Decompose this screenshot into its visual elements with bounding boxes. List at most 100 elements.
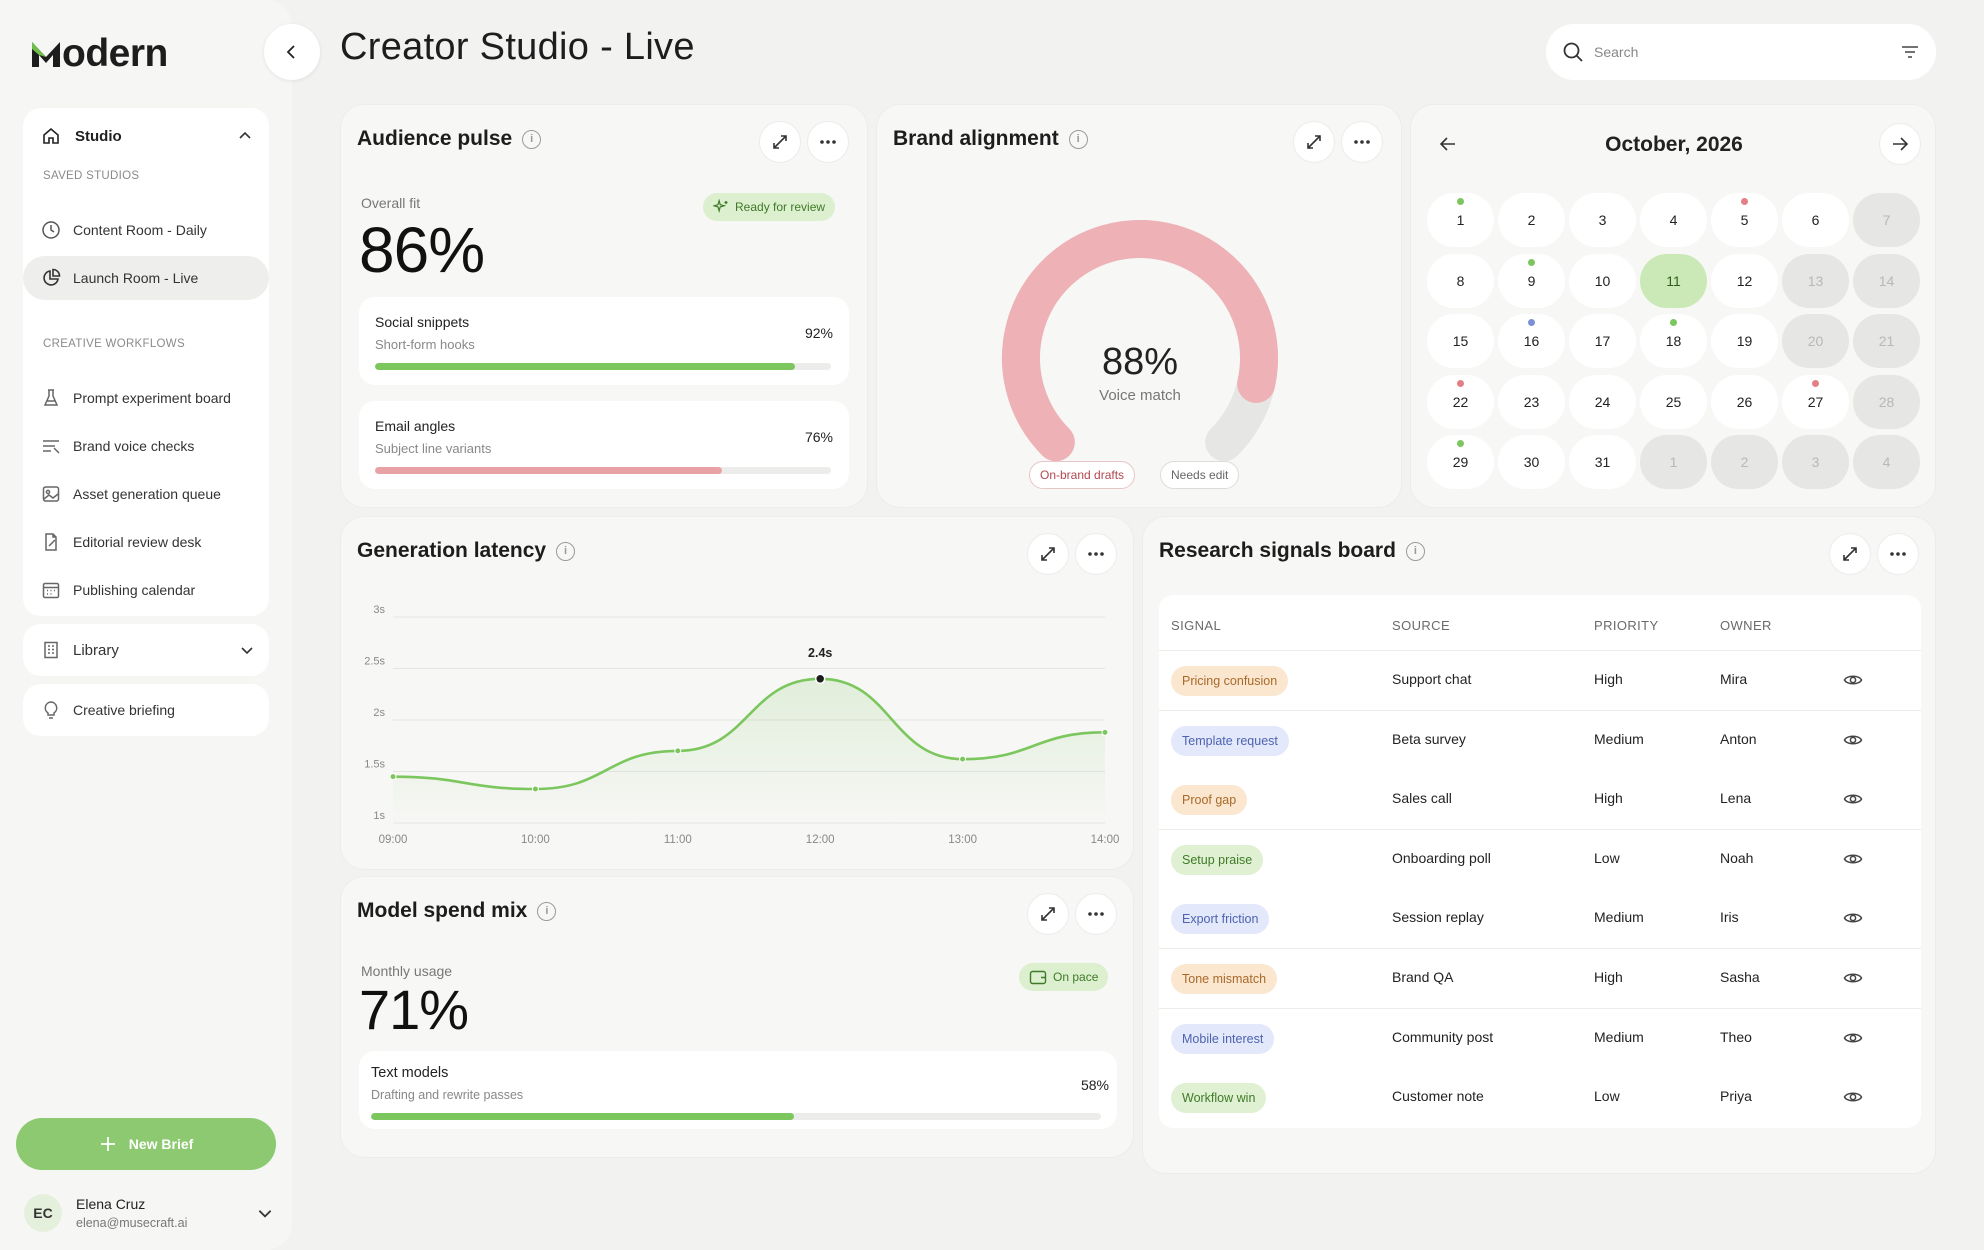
signal-tag[interactable]: Workflow win [1171, 1083, 1267, 1114]
table-row[interactable]: Template request Beta survey Medium Anton [1159, 710, 1921, 771]
calendar-day-number: 21 [1878, 333, 1895, 349]
calendar-day[interactable]: 1 [1427, 193, 1494, 247]
calendar-day[interactable]: 14 [1853, 253, 1920, 308]
sidebar-item-publishing-calendar[interactable]: Publishing calendar [23, 568, 269, 612]
signal-tag[interactable]: Setup praise [1171, 844, 1264, 875]
studio-toggle[interactable]: Studio [41, 126, 253, 146]
info-icon[interactable]: i [537, 901, 557, 921]
info-icon[interactable]: i [1068, 129, 1088, 149]
eye-icon[interactable] [1843, 790, 1863, 808]
calendar-day[interactable]: 16 [1498, 314, 1565, 368]
table-row[interactable]: Pricing confusion Support chat High Mira [1159, 651, 1921, 711]
calendar-day[interactable]: 25 [1640, 374, 1707, 429]
calendar-day[interactable]: 3 [1782, 435, 1849, 489]
more-options-button[interactable] [1075, 533, 1117, 575]
briefing-nav-card[interactable]: Creative briefing [23, 684, 269, 736]
calendar-day[interactable]: 11 [1640, 253, 1707, 308]
more-options-button[interactable] [807, 121, 849, 163]
sidebar-item-asset-queue[interactable]: Asset generation queue [23, 472, 269, 516]
expand-button[interactable] [1027, 893, 1069, 935]
table-row[interactable]: Setup praise Onboarding poll Low Noah [1159, 829, 1921, 890]
calendar-day[interactable]: 21 [1853, 314, 1920, 368]
sidebar-item-library[interactable]: Library [23, 628, 269, 672]
eye-icon[interactable] [1843, 1029, 1863, 1047]
table-row[interactable]: Workflow win Customer note Low Priya [1159, 1068, 1921, 1129]
calendar-day[interactable]: 13 [1782, 253, 1849, 308]
signal-tag[interactable]: Proof gap [1171, 785, 1248, 816]
info-icon[interactable]: i [556, 541, 576, 561]
calendar-day[interactable]: 22 [1427, 374, 1494, 429]
calendar-day[interactable]: 24 [1569, 374, 1636, 429]
signal-tag[interactable]: Pricing confusion [1171, 666, 1289, 696]
info-icon[interactable]: i [1405, 541, 1425, 561]
expand-button[interactable] [759, 121, 801, 163]
calendar-day[interactable]: 28 [1853, 374, 1920, 429]
library-nav-card[interactable]: Library [23, 624, 269, 676]
calendar-day[interactable]: 26 [1711, 374, 1778, 429]
calendar-day[interactable]: 2 [1711, 435, 1778, 489]
calendar-day[interactable]: 15 [1427, 314, 1494, 368]
signal-tag[interactable]: Tone mismatch [1171, 964, 1278, 994]
calendar-day[interactable]: 5 [1711, 193, 1778, 247]
eye-icon[interactable] [1843, 731, 1863, 749]
calendar-day[interactable]: 2 [1498, 193, 1565, 247]
prev-month-button[interactable] [1427, 123, 1469, 165]
more-options-button[interactable] [1877, 533, 1919, 575]
app-logo[interactable]: odern [30, 32, 168, 76]
signal-tag[interactable]: Export friction [1171, 904, 1270, 935]
expand-button[interactable] [1293, 121, 1335, 163]
search-input[interactable] [1594, 44, 1890, 60]
table-row[interactable]: Proof gap Sales call High Lena [1159, 770, 1921, 831]
more-options-button[interactable] [1341, 121, 1383, 163]
calendar-day[interactable]: 30 [1498, 435, 1565, 489]
expand-button[interactable] [1027, 533, 1069, 575]
calendar-day[interactable]: 10 [1569, 253, 1636, 308]
more-options-button[interactable] [1075, 893, 1117, 935]
next-month-button[interactable] [1879, 123, 1921, 165]
calendar-day[interactable]: 1 [1640, 435, 1707, 489]
needs-edit-tag[interactable]: Needs edit [1160, 461, 1240, 489]
calendar-day[interactable]: 6 [1782, 193, 1849, 247]
eye-icon[interactable] [1843, 969, 1863, 987]
sidebar-item-content-room[interactable]: Content Room - Daily [23, 208, 269, 252]
sidebar-item-creative-briefing[interactable]: Creative briefing [23, 688, 269, 732]
calendar-day[interactable]: 20 [1782, 314, 1849, 368]
calendar-day[interactable]: 7 [1853, 193, 1920, 247]
sidebar-item-launch-room[interactable]: Launch Room - Live [23, 256, 269, 300]
chevron-down-icon[interactable] [256, 1204, 274, 1222]
signal-tag[interactable]: Template request [1171, 725, 1289, 756]
calendar-day[interactable]: 23 [1498, 374, 1565, 429]
filter-icon[interactable] [1900, 42, 1920, 62]
new-brief-button[interactable]: New Brief [16, 1118, 276, 1170]
eye-icon[interactable] [1843, 850, 1863, 868]
calendar-day[interactable]: 18 [1640, 314, 1707, 368]
eye-icon[interactable] [1843, 909, 1863, 927]
owner-cell: Anton [1720, 730, 1757, 747]
on-brand-drafts-tag[interactable]: On-brand drafts [1029, 461, 1136, 489]
calendar-day[interactable]: 31 [1569, 435, 1636, 489]
sidebar-item-prompt-experiment[interactable]: Prompt experiment board [23, 376, 269, 420]
calendar-day[interactable]: 19 [1711, 314, 1778, 368]
calendar-day[interactable]: 4 [1853, 435, 1920, 489]
table-row[interactable]: Tone mismatch Brand QA High Sasha [1159, 949, 1921, 1009]
calendar-day[interactable]: 3 [1569, 193, 1636, 247]
eye-icon[interactable] [1843, 1088, 1863, 1106]
info-icon[interactable]: i [522, 129, 542, 149]
calendar-day[interactable]: 4 [1640, 193, 1707, 247]
calendar-day[interactable]: 27 [1782, 374, 1849, 429]
calendar-day[interactable]: 12 [1711, 253, 1778, 308]
expand-button[interactable] [1829, 533, 1871, 575]
collapse-sidebar-button[interactable] [264, 24, 320, 80]
table-row[interactable]: Mobile interest Community post Medium Theo [1159, 1008, 1921, 1069]
calendar-day[interactable]: 9 [1498, 253, 1565, 308]
eye-icon[interactable] [1843, 671, 1863, 689]
user-profile[interactable]: EC Elena Cruz elena@musecraft.ai [24, 1188, 274, 1238]
calendar-day[interactable]: 8 [1427, 253, 1494, 308]
sidebar-item-brand-voice[interactable]: Brand voice checks [23, 424, 269, 468]
signal-tag[interactable]: Mobile interest [1171, 1023, 1275, 1054]
table-row[interactable]: Export friction Session replay Medium Iris [1159, 889, 1921, 950]
sidebar-item-editorial-review[interactable]: Editorial review desk [23, 520, 269, 564]
search-bar[interactable] [1546, 24, 1936, 80]
calendar-day[interactable]: 17 [1569, 314, 1636, 368]
calendar-day[interactable]: 29 [1427, 435, 1494, 489]
